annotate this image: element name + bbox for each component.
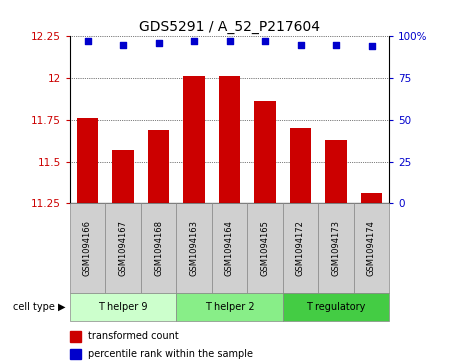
Bar: [254, 101, 276, 203]
Text: GSM1094166: GSM1094166: [83, 220, 92, 276]
Point: [190, 38, 198, 44]
Text: GSM1094164: GSM1094164: [225, 220, 234, 276]
Point: [368, 44, 375, 49]
Bar: [219, 76, 240, 203]
Text: GSM1094165: GSM1094165: [261, 220, 270, 276]
Bar: [361, 193, 382, 203]
Text: cell type ▶: cell type ▶: [13, 302, 65, 312]
Bar: [325, 140, 346, 203]
Text: GSM1094167: GSM1094167: [118, 220, 127, 276]
Text: GSM1094174: GSM1094174: [367, 220, 376, 276]
Bar: [290, 128, 311, 203]
Bar: [112, 150, 134, 203]
Text: T helper 2: T helper 2: [205, 302, 254, 312]
Text: GSM1094163: GSM1094163: [189, 220, 198, 276]
Text: T helper 9: T helper 9: [98, 302, 148, 312]
Text: GSM1094172: GSM1094172: [296, 220, 305, 276]
Bar: [77, 118, 98, 203]
Point: [297, 42, 304, 48]
Point: [119, 42, 126, 48]
Point: [226, 38, 233, 44]
Title: GDS5291 / A_52_P217604: GDS5291 / A_52_P217604: [139, 20, 320, 34]
Text: T regulatory: T regulatory: [306, 302, 366, 312]
Point: [155, 40, 162, 46]
Bar: [148, 130, 169, 203]
Text: transformed count: transformed count: [88, 331, 179, 342]
Text: percentile rank within the sample: percentile rank within the sample: [88, 349, 253, 359]
Point: [333, 42, 340, 48]
Point: [84, 38, 91, 44]
Text: GSM1094173: GSM1094173: [332, 220, 341, 276]
Point: [261, 38, 269, 44]
Bar: [183, 76, 205, 203]
Text: GSM1094168: GSM1094168: [154, 220, 163, 276]
